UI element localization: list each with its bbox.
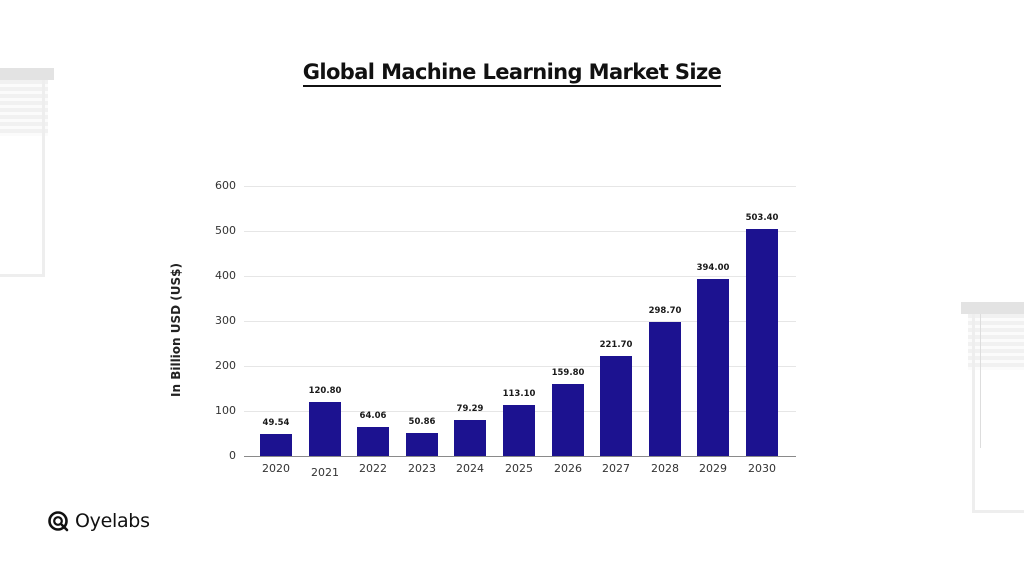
window-blind-right-slats (968, 314, 1024, 370)
window-frame-right (972, 314, 1024, 513)
y-axis-label: In Billion USD (US$) (169, 263, 183, 397)
bar-value-label: 50.86 (408, 417, 436, 427)
x-tick-label: 2030 (748, 462, 776, 475)
x-tick-label: 2028 (651, 462, 679, 475)
y-tick-label: 200 (215, 359, 236, 372)
x-axis-line (244, 456, 796, 457)
bar-2023 (406, 433, 438, 456)
gridline (244, 321, 796, 322)
x-tick-label: 2024 (456, 462, 484, 475)
x-tick-label: 2023 (408, 462, 436, 475)
x-tick-label: 2020 (262, 462, 290, 475)
bar-value-label: 394.00 (696, 263, 730, 273)
window-frame-left (0, 80, 45, 277)
x-tick-label: 2021 (311, 466, 339, 479)
y-tick-label: 100 (215, 404, 236, 417)
bar-value-label: 221.70 (599, 340, 633, 350)
bar-value-label: 120.80 (308, 386, 342, 396)
brand-name: Oyelabs (75, 510, 150, 532)
y-tick-label: 600 (215, 179, 236, 192)
chart-title: Global Machine Learning Market Size (302, 60, 722, 87)
x-tick-label: 2022 (359, 462, 387, 475)
bar-2028 (649, 322, 681, 456)
y-tick-label: 500 (215, 224, 236, 237)
x-tick-label: 2025 (505, 462, 533, 475)
x-tick-label: 2029 (699, 462, 727, 475)
chart-title-container: Global Machine Learning Market Size (0, 60, 1024, 87)
blind-cord (980, 314, 981, 448)
x-tick-label: 2026 (554, 462, 582, 475)
y-tick-label: 300 (215, 314, 236, 327)
window-blind-right-decoration (961, 302, 1024, 314)
bar-2024 (454, 420, 486, 456)
bar-2026 (552, 384, 584, 456)
bar-2025 (503, 405, 535, 456)
window-blind-left-slats (0, 80, 48, 136)
bar-2021 (309, 402, 341, 456)
gridline (244, 231, 796, 232)
bar-2020 (260, 434, 292, 456)
bar-2027 (600, 356, 632, 456)
bar-2029 (697, 279, 729, 456)
brand-logo: Oyelabs (47, 510, 150, 532)
bar-value-label: 503.40 (745, 213, 779, 223)
bar-2030 (746, 229, 778, 456)
oyelabs-logo-icon (48, 511, 69, 532)
bar-value-label: 64.06 (359, 411, 387, 421)
y-tick-label: 400 (215, 269, 236, 282)
gridline (244, 366, 796, 367)
x-tick-label: 2027 (602, 462, 630, 475)
bar-value-label: 49.54 (262, 418, 290, 428)
bar-2022 (357, 427, 389, 456)
bar-value-label: 113.10 (502, 389, 536, 399)
gridline (244, 276, 796, 277)
window-blind-left-decoration (0, 68, 54, 80)
bar-value-label: 298.70 (648, 306, 682, 316)
bar-value-label: 159.80 (551, 368, 585, 378)
y-tick-label: 0 (229, 449, 236, 462)
bar-value-label: 79.29 (456, 404, 484, 414)
gridline (244, 186, 796, 187)
